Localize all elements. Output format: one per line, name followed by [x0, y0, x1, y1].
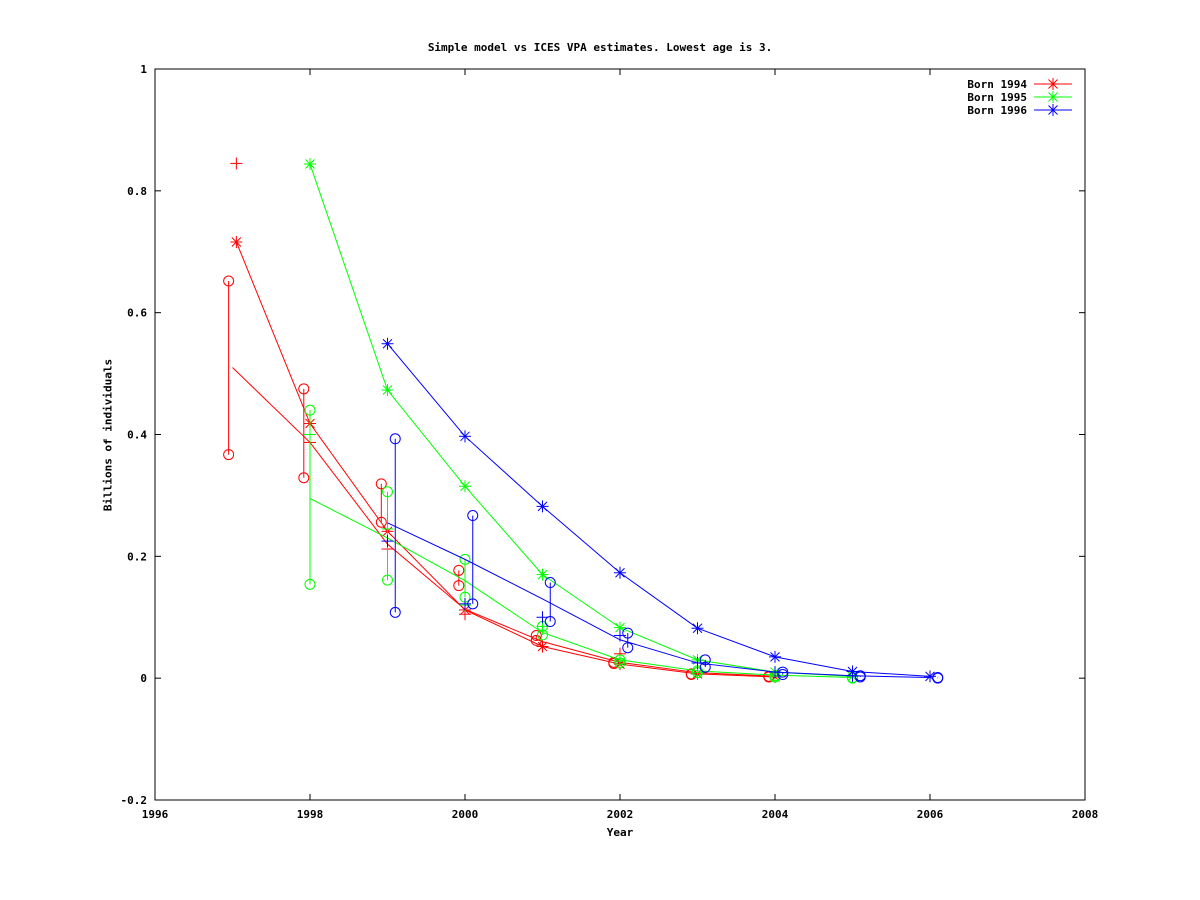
star-marker [770, 651, 780, 662]
y-tick-label: 0.6 [127, 307, 147, 320]
circle-marker [304, 404, 316, 416]
y-tick-label: -0.2 [121, 794, 148, 807]
star-marker [382, 338, 393, 349]
star-marker [537, 569, 548, 580]
star-marker [382, 385, 393, 395]
y-tick-label: 1 [140, 63, 147, 76]
star-marker [925, 671, 935, 682]
circle-marker [622, 642, 634, 654]
star-marker [615, 567, 625, 578]
star-marker [537, 501, 548, 512]
y-tick-label: 0 [140, 672, 147, 685]
circle-marker [699, 661, 711, 673]
x-tick-label: 2008 [1072, 808, 1099, 821]
circle-marker [375, 478, 387, 490]
model-line [232, 367, 776, 677]
circle-marker [622, 627, 634, 639]
x-axis-label: Year [606, 826, 634, 839]
legend-label: Born 1994 [967, 78, 1027, 91]
star-marker [1048, 105, 1058, 115]
circle-marker [854, 670, 866, 682]
y-tick-label: 0.8 [127, 185, 147, 198]
circle-marker [375, 516, 387, 528]
series-2 [304, 158, 859, 684]
circle-marker [382, 574, 393, 586]
star-marker [1048, 92, 1058, 102]
circle-marker [467, 598, 479, 610]
y-tick-label: 0.2 [127, 550, 147, 563]
series-3 [381, 337, 944, 684]
circle-marker [530, 630, 542, 642]
circle-marker [467, 510, 479, 522]
circle-marker [699, 654, 711, 666]
vpa-line [309, 163, 853, 677]
x-tick-label: 2000 [452, 808, 479, 821]
circle-marker [298, 383, 310, 395]
star-marker [1048, 79, 1058, 89]
star-marker [537, 641, 548, 652]
star-marker [460, 431, 470, 442]
x-tick-label: 2006 [917, 808, 944, 821]
x-tick-label: 1996 [142, 808, 169, 821]
star-marker [231, 237, 242, 247]
circle-marker [777, 666, 789, 678]
circle-marker [453, 564, 465, 576]
circle-marker [537, 629, 548, 641]
x-tick-label: 2002 [607, 808, 634, 821]
circle-marker [459, 553, 471, 565]
circle-marker [223, 275, 235, 287]
star-marker [460, 481, 470, 492]
series-1 [223, 157, 781, 683]
circle-marker [298, 472, 310, 484]
circle-marker [544, 616, 556, 628]
plot-frame [154, 68, 1086, 801]
circle-marker [382, 486, 393, 498]
x-tick-label: 1998 [297, 808, 324, 821]
circle-marker [304, 578, 316, 590]
circle-marker [685, 668, 697, 680]
vpa-line [235, 241, 776, 678]
circle-marker [614, 657, 626, 669]
series-layer [223, 157, 944, 684]
vpa-line [387, 343, 931, 677]
circle-marker [453, 580, 465, 592]
star-marker [692, 623, 703, 634]
circle-marker [777, 669, 789, 681]
circle-marker [544, 577, 556, 589]
circle-marker [614, 654, 626, 666]
legend-label: Born 1995 [967, 91, 1027, 104]
y-axis-label: Billions of individuals [101, 358, 115, 512]
y-tick-label: 0.4 [127, 429, 147, 442]
circle-marker [223, 449, 235, 461]
star-marker [615, 622, 625, 633]
circle-marker [389, 606, 401, 618]
circle-marker [530, 634, 542, 646]
star-marker [305, 159, 315, 169]
x-tick-label: 2004 [762, 808, 789, 821]
circle-marker [389, 433, 401, 445]
model-line [387, 522, 931, 679]
legend-label: Born 1996 [967, 104, 1027, 117]
circle-marker [932, 672, 944, 684]
axes-group: 1996 1998 2000 2002 2004 2006 2008 -0.2 0 0.2 0.4 0… [121, 63, 1099, 821]
model-line [309, 498, 853, 679]
chart-title: Simple model vs ICES VPA estimates. Lowe… [427, 41, 773, 54]
